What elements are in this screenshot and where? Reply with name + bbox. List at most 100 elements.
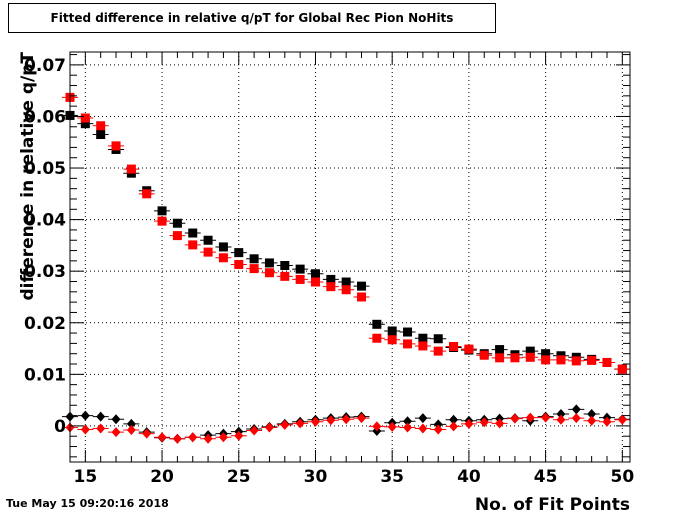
data-point [495, 345, 505, 355]
data-point [157, 216, 167, 226]
data-point [617, 414, 627, 425]
data-point [587, 355, 597, 365]
data-point [403, 327, 413, 337]
data-point [571, 404, 581, 415]
data-point [525, 346, 535, 356]
data-point [418, 333, 428, 343]
data-point [126, 418, 136, 429]
data-point [80, 113, 90, 123]
data-point [418, 341, 428, 351]
data-point [479, 417, 489, 428]
data-point [264, 268, 274, 278]
timestamp: Tue May 15 09:20:16 2018 [6, 497, 169, 510]
data-point [418, 413, 428, 424]
data-point [310, 416, 320, 427]
data-point [295, 264, 305, 274]
data-point [357, 292, 367, 302]
data-point [403, 339, 413, 349]
data-point [126, 425, 136, 436]
data-point [218, 432, 228, 443]
data-point [617, 364, 627, 374]
data-point [111, 414, 121, 425]
data-point [264, 258, 274, 268]
data-point [80, 424, 90, 435]
data-point [372, 319, 382, 329]
data-point [326, 274, 336, 284]
data-point [280, 271, 290, 281]
data-point [464, 344, 474, 354]
x-tick-label: 20 [150, 467, 174, 487]
data-point [525, 412, 535, 423]
chart-title-text: Fitted difference in relative q/pT for G… [50, 11, 454, 25]
data-point [403, 416, 413, 427]
data-point [556, 409, 566, 420]
data-point [602, 416, 612, 427]
data-point [449, 341, 459, 351]
data-point [264, 422, 274, 433]
data-point [142, 428, 152, 439]
y-tick-label: 0.03 [24, 262, 66, 282]
y-tick-label: 0.05 [24, 159, 66, 179]
x-tick-label: 50 [610, 467, 634, 487]
data-point [433, 334, 443, 344]
data-point [510, 353, 520, 363]
data-point [326, 415, 336, 426]
data-point [387, 326, 397, 336]
data-point [157, 206, 167, 216]
data-point [464, 418, 474, 429]
data-point [556, 355, 566, 365]
data-point [295, 274, 305, 284]
data-point [510, 413, 520, 424]
x-tick-label: 40 [457, 467, 481, 487]
data-point [495, 418, 505, 429]
data-point [571, 413, 581, 424]
data-point [249, 254, 259, 264]
data-point [587, 409, 597, 420]
data-point [357, 413, 367, 424]
data-point [326, 282, 336, 292]
y-tick-label: 0.01 [24, 365, 66, 385]
data-point [234, 259, 244, 269]
data-point [203, 247, 213, 257]
data-point [372, 421, 382, 432]
data-point [602, 357, 612, 367]
data-point [172, 231, 182, 241]
data-point [96, 411, 106, 422]
y-axis-title: difference in relative q/pT [18, 52, 38, 301]
data-point [172, 433, 182, 444]
data-point [96, 121, 106, 131]
x-tick-label: 15 [74, 467, 98, 487]
y-tick-label: 0.04 [24, 211, 66, 231]
data-point [449, 421, 459, 432]
data-point [372, 333, 382, 343]
data-point [541, 355, 551, 365]
data-point [433, 346, 443, 356]
data-point [341, 277, 351, 287]
data-point [556, 414, 566, 425]
data-point [188, 240, 198, 250]
data-point [234, 430, 244, 441]
y-tick-label: 0.07 [24, 56, 66, 76]
data-point [449, 414, 459, 425]
data-point [111, 141, 121, 151]
data-point [218, 242, 228, 252]
data-point [541, 349, 551, 359]
data-point [188, 228, 198, 238]
x-axis-title: No. of Fit Points [475, 495, 630, 514]
x-tick-label: 35 [380, 467, 404, 487]
plot-background [70, 52, 630, 462]
data-point [142, 189, 152, 199]
data-point [80, 410, 90, 421]
data-point [433, 419, 443, 430]
data-point [310, 269, 320, 279]
data-point [280, 261, 290, 271]
data-point [172, 218, 182, 228]
data-point [157, 432, 167, 443]
data-point [310, 277, 320, 287]
data-point [249, 264, 259, 274]
data-point [234, 248, 244, 258]
series-1 [62, 92, 631, 374]
data-point [433, 424, 443, 435]
data-point [203, 235, 213, 245]
